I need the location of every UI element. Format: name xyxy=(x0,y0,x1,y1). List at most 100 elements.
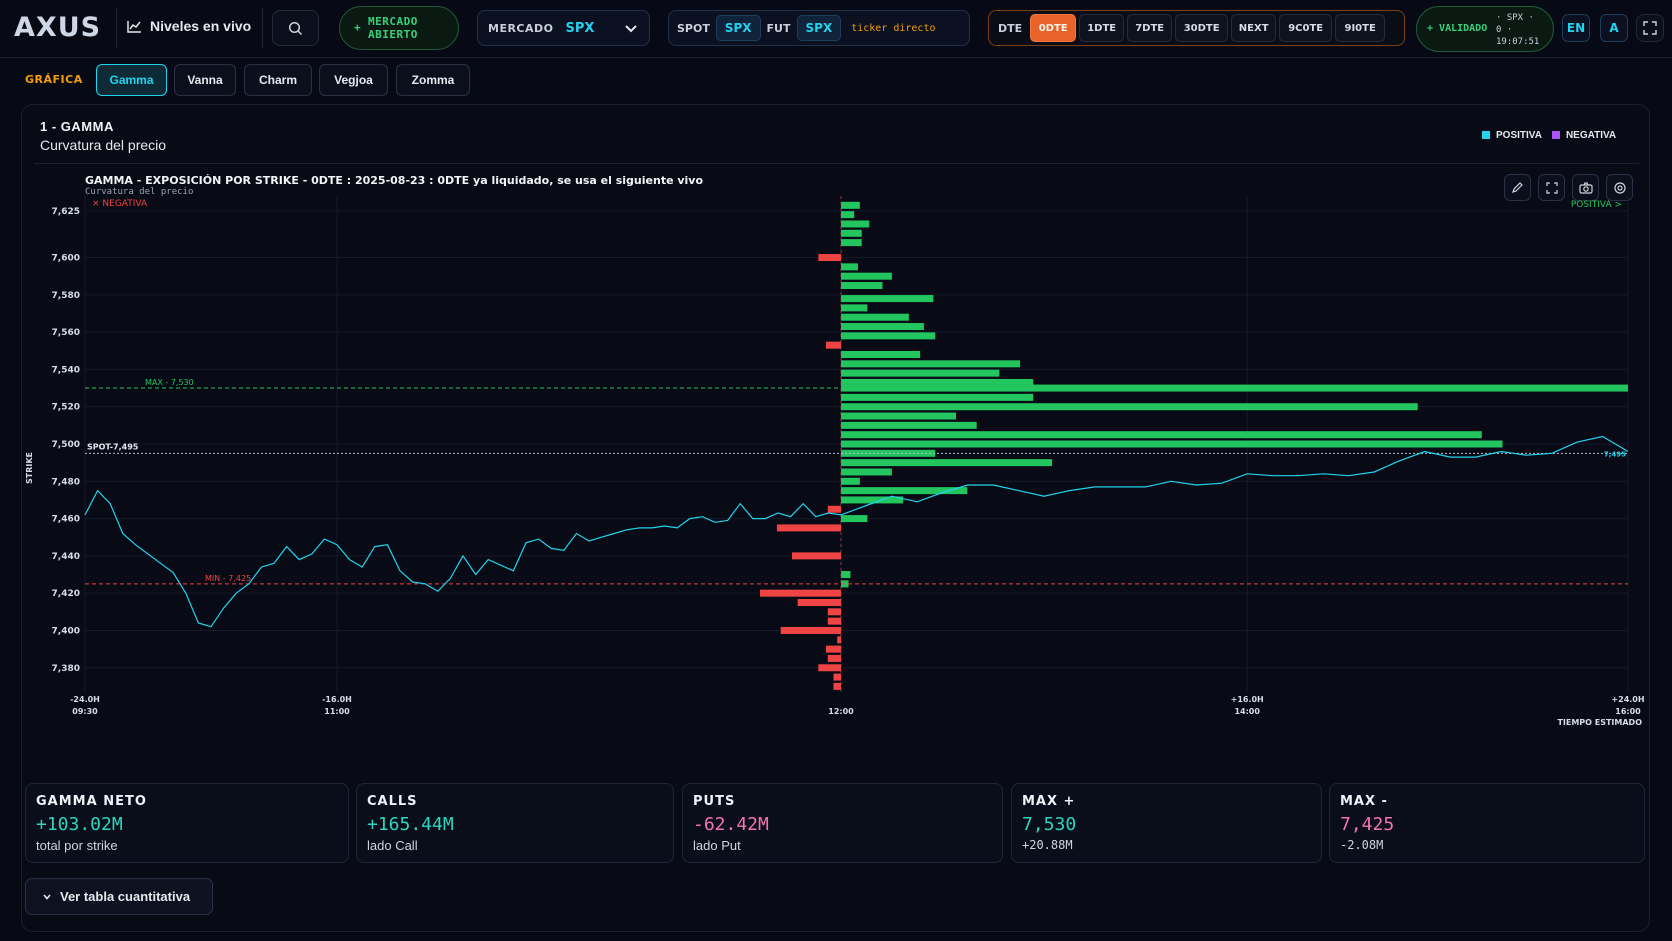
positive-bar xyxy=(841,201,860,209)
search-button[interactable] xyxy=(272,10,319,46)
stat-sub: total por strike xyxy=(36,838,118,853)
positive-bar xyxy=(841,468,892,476)
negative-side-label: × NEGATIVA xyxy=(92,199,148,209)
plus-icon: + xyxy=(354,21,362,34)
divider xyxy=(262,8,263,48)
fut-ticker-chip[interactable]: SPX xyxy=(796,15,842,41)
negative-bar xyxy=(776,524,841,532)
spot-end-label: 7,495 xyxy=(1604,450,1626,458)
positive-bar xyxy=(841,403,1418,411)
tab-vegjoa[interactable]: Vegjoa xyxy=(319,64,388,96)
y-tick-label: 7,560 xyxy=(52,328,80,338)
positive-bar xyxy=(841,360,1021,368)
stat-label: GAMMA NETO xyxy=(36,794,147,809)
positive-bar xyxy=(841,350,921,358)
dte-option-9c0te[interactable]: 9C0TE xyxy=(1279,14,1333,42)
negative-bar xyxy=(827,617,841,625)
language-button[interactable]: EN xyxy=(1562,14,1590,42)
negative-bar xyxy=(833,682,841,690)
positive-bar xyxy=(841,220,870,228)
positive-bar xyxy=(841,323,924,331)
panel-subtitle: Curvatura del precio xyxy=(40,137,167,153)
search-icon xyxy=(288,21,303,35)
dte-option-9i0te[interactable]: 9I0TE xyxy=(1335,14,1386,42)
toggle-quant-table-button[interactable]: Ver tabla cuantitativa xyxy=(25,878,213,915)
dte-option-30dte[interactable]: 30DTE xyxy=(1175,14,1229,42)
stat-label: MAX - xyxy=(1340,794,1388,809)
top-bar: AXUS Niveles en vivo + MERCADO ABIERTO M… xyxy=(0,0,1672,58)
positive-bar xyxy=(841,431,1482,439)
market-status-badge: + MERCADO ABIERTO xyxy=(339,6,459,50)
negative-bar xyxy=(759,589,841,597)
draw-tool-button[interactable] xyxy=(1504,174,1531,201)
spot-ticker-chip[interactable]: SPX xyxy=(715,15,761,41)
chart-section-label: GRÁFICA xyxy=(25,73,83,86)
negative-bar xyxy=(827,654,841,662)
positive-bar xyxy=(841,487,968,495)
stat-card-calls: CALLS +165.44M lado Call xyxy=(356,783,674,863)
y-tick-label: 7,540 xyxy=(52,365,80,375)
x-tick-time-label: 16:00 xyxy=(1615,707,1641,716)
dte-option-next[interactable]: NEXT xyxy=(1231,14,1277,42)
negative-bar xyxy=(792,552,841,560)
screenshot-button[interactable] xyxy=(1572,174,1599,201)
positive-bar xyxy=(841,393,1034,401)
camera-icon xyxy=(1578,181,1593,194)
positive-bar xyxy=(841,378,1034,386)
pencil-icon xyxy=(1512,182,1523,193)
dte-option-7dte[interactable]: 7DTE xyxy=(1127,14,1173,42)
stat-card-max-negative: MAX - 7,425 -2.08M xyxy=(1329,783,1645,863)
legend-negative: NEGATIVA xyxy=(1551,130,1617,141)
market-select[interactable]: MERCADO SPX xyxy=(477,10,650,46)
legend-positive-label: POSITIVA xyxy=(1496,130,1542,141)
gamma-exposure-chart[interactable]: 7,625 7,600 7,580 7,560 7,540 7,520 7,500 7,480… xyxy=(22,196,1646,770)
positive-bar xyxy=(841,211,855,219)
chart-subtitle: Curvatura del precio xyxy=(85,187,194,197)
dte-selector: DTE 0DTE 1DTE 7DTE 30DTE NEXT 9C0TE 9I0T… xyxy=(988,10,1405,46)
stat-sub: lado Put xyxy=(693,838,741,853)
positive-bar xyxy=(841,477,860,485)
y-tick-label: 7,460 xyxy=(52,515,80,525)
market-status-text: MERCADO ABIERTO xyxy=(368,15,418,41)
market-select-label: MERCADO xyxy=(488,21,554,35)
validated-text: + VALIDADO xyxy=(1427,23,1488,34)
y-tick-label: 7,625 xyxy=(52,207,80,217)
legend-swatch-positive xyxy=(1482,131,1490,139)
positive-bar xyxy=(841,369,1000,377)
x-axis-title: TIEMPO ESTIMADO xyxy=(1557,718,1642,727)
y-tick-label: 7,500 xyxy=(52,440,80,450)
legend-negative-label: NEGATIVA xyxy=(1565,130,1617,141)
divider xyxy=(116,8,117,48)
tab-gamma[interactable]: Gamma xyxy=(96,64,167,96)
legend-swatch-negative xyxy=(1551,131,1560,139)
stat-label: PUTS xyxy=(693,794,736,809)
dte-option-1dte[interactable]: 1DTE xyxy=(1079,14,1125,42)
chart-fullscreen-button[interactable] xyxy=(1538,174,1565,201)
negative-bar xyxy=(833,673,841,681)
positive-bar xyxy=(841,459,1053,467)
stat-card-gamma-net: GAMMA NETO +103.02M total por strike xyxy=(25,783,349,863)
tab-charm[interactable]: Charm xyxy=(244,64,312,96)
y-tick-label: 7,480 xyxy=(52,477,80,487)
tab-zomma[interactable]: Zomma xyxy=(396,64,470,96)
negative-bar xyxy=(827,608,841,616)
dte-option-0dte[interactable]: 0DTE xyxy=(1030,14,1077,42)
nav-live-levels[interactable]: Niveles en vivo xyxy=(127,18,251,34)
positive-bar xyxy=(841,239,862,247)
positive-bar xyxy=(841,304,868,312)
positive-bar xyxy=(841,515,868,523)
x-tick-label: -16.0H xyxy=(322,695,352,704)
min-level-label: MIN - 7,425 xyxy=(205,574,251,583)
tab-vanna[interactable]: Vanna xyxy=(174,64,236,96)
account-button[interactable]: A xyxy=(1600,14,1628,42)
validated-meta: · SPX · 0 · 19:07:51 xyxy=(1496,12,1539,48)
stat-value: +103.02M xyxy=(36,814,123,835)
y-axis-title: STRIKE xyxy=(25,452,34,484)
spot-label: SPOT xyxy=(677,21,710,35)
negative-bar xyxy=(825,645,841,653)
chart-line-icon xyxy=(127,20,141,33)
positive-bar xyxy=(841,412,956,420)
fullscreen-button[interactable] xyxy=(1636,14,1664,42)
y-tick-label: 7,400 xyxy=(52,626,80,636)
max-level-label: MAX - 7,530 xyxy=(145,378,194,387)
